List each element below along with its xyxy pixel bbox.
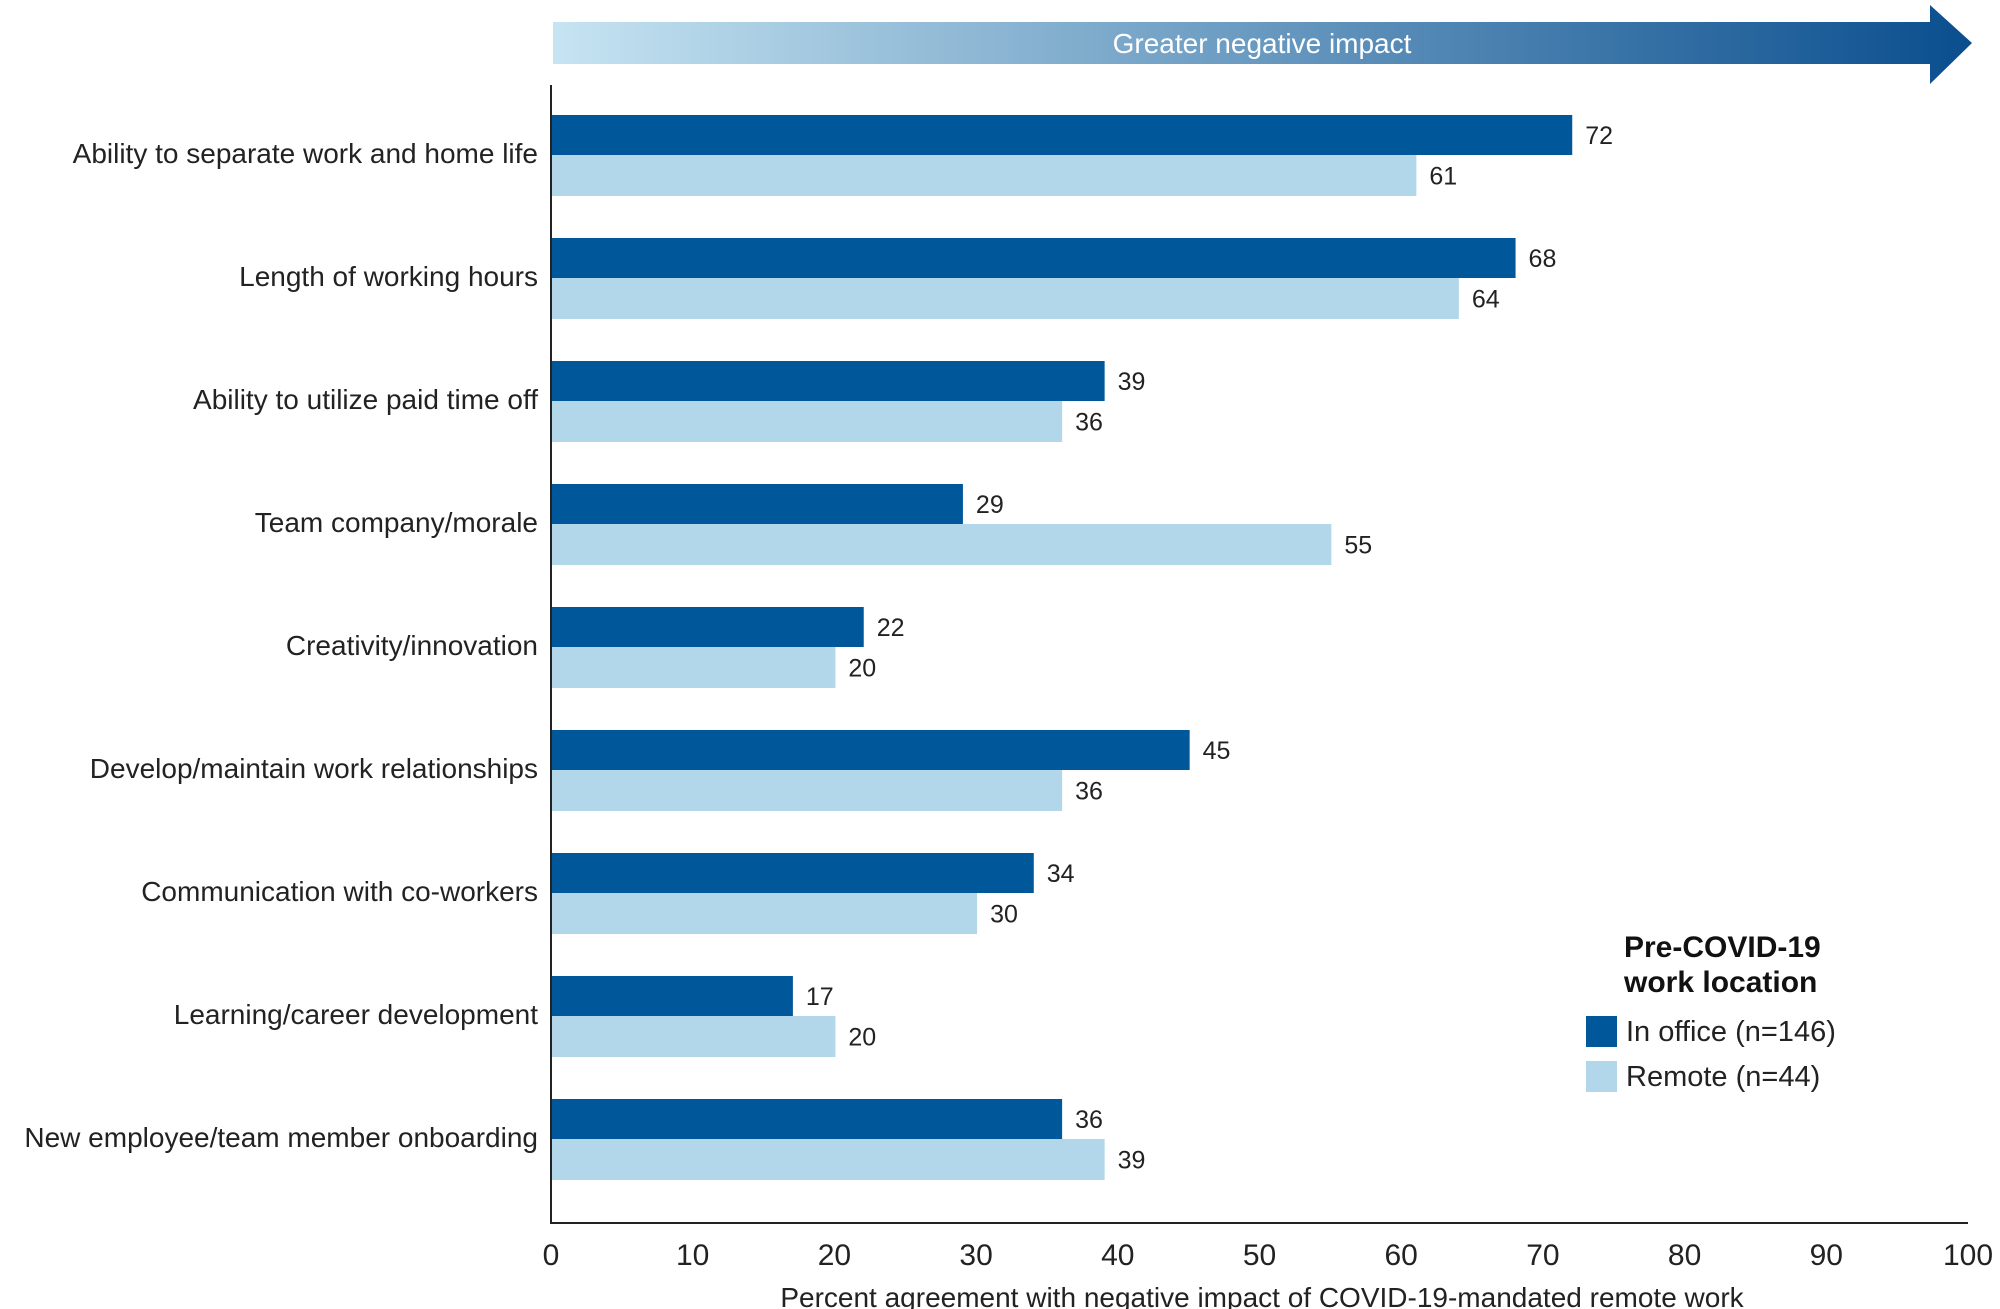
x-tick-label: 50: [1243, 1239, 1276, 1272]
x-tick-label: 40: [1101, 1239, 1134, 1272]
bar-remote: [552, 155, 1417, 196]
bar-remote: [552, 1016, 836, 1057]
bar-remote: [552, 524, 1332, 565]
legend-label-in-office: In office (n=146): [1626, 1016, 1836, 1048]
value-label: 39: [1118, 368, 1146, 396]
bar-remote: [552, 893, 978, 934]
legend: Pre-COVID-19 work location In office (n=…: [1586, 931, 1836, 1093]
value-label: 64: [1472, 286, 1500, 314]
x-tick-label: 10: [676, 1239, 709, 1272]
x-tick-label: 80: [1668, 1239, 1701, 1272]
legend-title-line2: work location: [1623, 966, 1817, 999]
value-label: 36: [1075, 409, 1103, 437]
category-group: Develop/maintain work relationships 45 36: [90, 730, 1231, 811]
category-group: Ability to separate work and home life 72…: [73, 115, 1613, 196]
bar-remote: [552, 647, 836, 688]
x-tick-label: 0: [543, 1239, 560, 1272]
bar-in-office: [552, 238, 1516, 278]
category-label: Learning/career development: [174, 999, 538, 1030]
x-tick-label: 70: [1526, 1239, 1559, 1272]
value-label: 34: [1047, 860, 1075, 888]
value-label: 61: [1429, 163, 1457, 191]
bar-in-office: [552, 115, 1573, 155]
bar-remote: [552, 401, 1063, 442]
category-group: Ability to utilize paid time off 39 36: [193, 361, 1145, 442]
category-group: Learning/career development 17 20: [174, 976, 876, 1057]
impact-arrow-label: Greater negative impact: [1113, 28, 1412, 59]
x-tick-label: 60: [1385, 1239, 1418, 1272]
x-axis-label: Percent agreement with negative impact o…: [780, 1282, 1744, 1309]
category-label: Length of working hours: [239, 261, 538, 292]
bar-in-office: [552, 361, 1105, 401]
bar-remote: [552, 770, 1063, 811]
category-label: New employee/team member onboarding: [24, 1122, 538, 1153]
value-label: 17: [806, 983, 834, 1011]
category-group: Length of working hours 68 64: [239, 238, 1556, 319]
legend-title-line1: Pre-COVID-19: [1624, 931, 1821, 964]
value-label: 36: [1075, 778, 1103, 806]
category-group: Communication with co-workers 34 30: [141, 853, 1075, 934]
bar-in-office: [552, 484, 963, 524]
category-group: New employee/team member onboarding 36 39: [24, 1099, 1145, 1180]
x-tick-label: 30: [959, 1239, 992, 1272]
x-tick-label: 100: [1943, 1239, 1993, 1272]
value-label: 20: [848, 655, 876, 683]
bar-in-office: [552, 1099, 1063, 1139]
impact-arrow: Greater negative impact: [553, 5, 1972, 84]
bar-in-office: [552, 976, 793, 1016]
value-label: 30: [990, 901, 1018, 929]
category-label: Creativity/innovation: [286, 630, 538, 661]
x-tick-label: 90: [1810, 1239, 1843, 1272]
value-label: 72: [1585, 122, 1613, 150]
category-label: Team company/morale: [255, 507, 538, 538]
category-group: Team company/morale 29 55: [255, 484, 1372, 565]
value-label: 45: [1203, 737, 1231, 765]
category-label: Develop/maintain work relationships: [90, 753, 538, 784]
value-label: 29: [976, 491, 1004, 519]
category-label: Ability to utilize paid time off: [193, 384, 538, 415]
value-label: 68: [1529, 245, 1557, 273]
bar-in-office: [552, 607, 864, 647]
bar-remote: [552, 1139, 1105, 1180]
bar-in-office: [552, 853, 1034, 893]
bar-in-office: [552, 730, 1190, 770]
category-label: Communication with co-workers: [141, 876, 538, 907]
x-tick-label: 20: [818, 1239, 851, 1272]
bar-remote: [552, 278, 1459, 319]
legend-swatch-in-office: [1586, 1016, 1617, 1047]
value-label: 36: [1075, 1106, 1103, 1134]
value-label: 55: [1344, 532, 1372, 560]
legend-label-remote: Remote (n=44): [1626, 1061, 1820, 1093]
legend-swatch-remote: [1586, 1061, 1617, 1092]
value-label: 39: [1118, 1147, 1146, 1175]
value-label: 20: [848, 1024, 876, 1052]
category-label: Ability to separate work and home life: [73, 138, 538, 169]
value-label: 22: [877, 614, 905, 642]
